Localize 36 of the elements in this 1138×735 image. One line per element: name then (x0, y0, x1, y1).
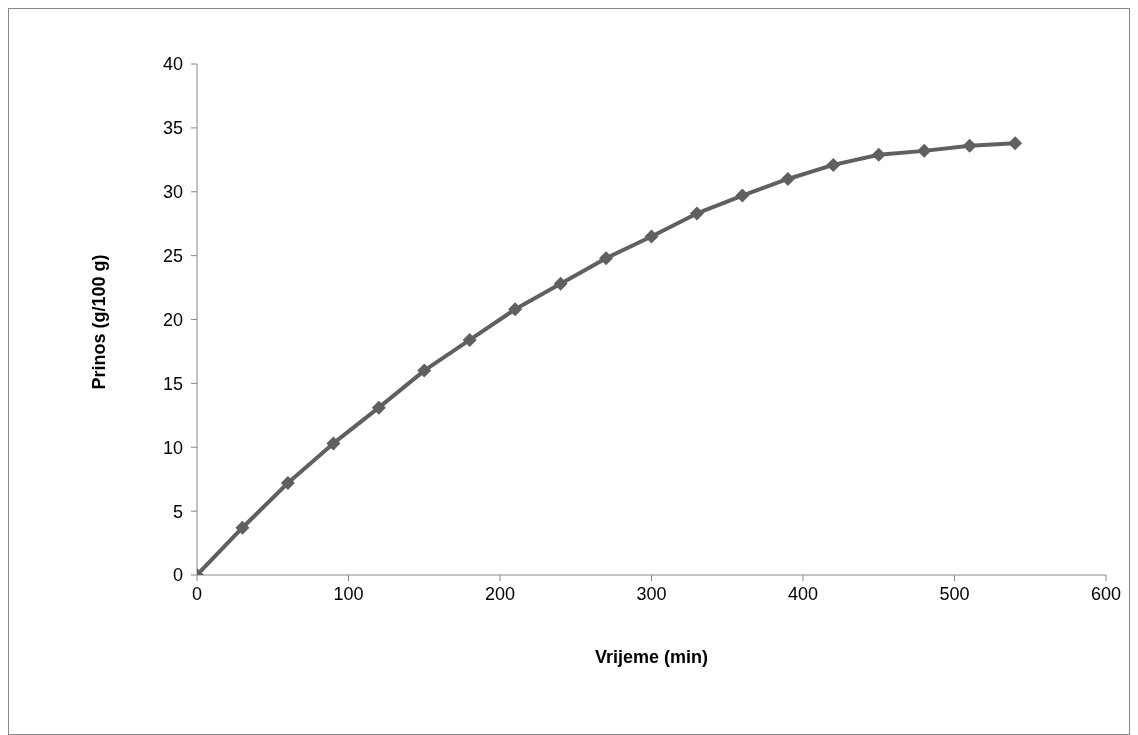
y-axis-title: Prinos (g/100 g) (89, 254, 110, 390)
x-tick-label: 200 (484, 583, 516, 604)
y-tick-label: 0 (172, 565, 183, 586)
x-tick-label: 400 (787, 583, 819, 604)
point (826, 157, 841, 172)
point (871, 147, 886, 162)
y-tick-label: 5 (172, 501, 183, 522)
point (280, 476, 295, 491)
point (553, 276, 568, 291)
point (780, 171, 795, 186)
x-tick-label: 300 (636, 583, 667, 604)
point (508, 302, 523, 317)
y-tick-label: 15 (162, 373, 183, 394)
point (417, 363, 432, 378)
point (371, 400, 386, 415)
point (917, 143, 932, 158)
y-tick-label: 35 (162, 118, 183, 139)
y-tick-label: 25 (162, 246, 183, 267)
point (326, 436, 341, 451)
x-tick-label: 600 (1090, 583, 1122, 604)
y-tick-label: 10 (162, 437, 183, 458)
point (235, 520, 250, 535)
point (644, 229, 659, 244)
x-tick-label: 100 (333, 583, 364, 604)
point (1008, 136, 1023, 151)
x-tick-label: 0 (191, 583, 203, 604)
point (599, 251, 614, 266)
y-tick-label: 30 (162, 182, 183, 203)
y-tick-label: 20 (162, 309, 183, 330)
point (962, 138, 977, 153)
point (462, 332, 477, 347)
x-axis-title: Vrijeme (min) (594, 646, 709, 667)
y-tick-label: 40 (162, 54, 183, 75)
point (689, 206, 704, 221)
point (735, 188, 750, 203)
x-tick-label: 500 (939, 583, 970, 604)
